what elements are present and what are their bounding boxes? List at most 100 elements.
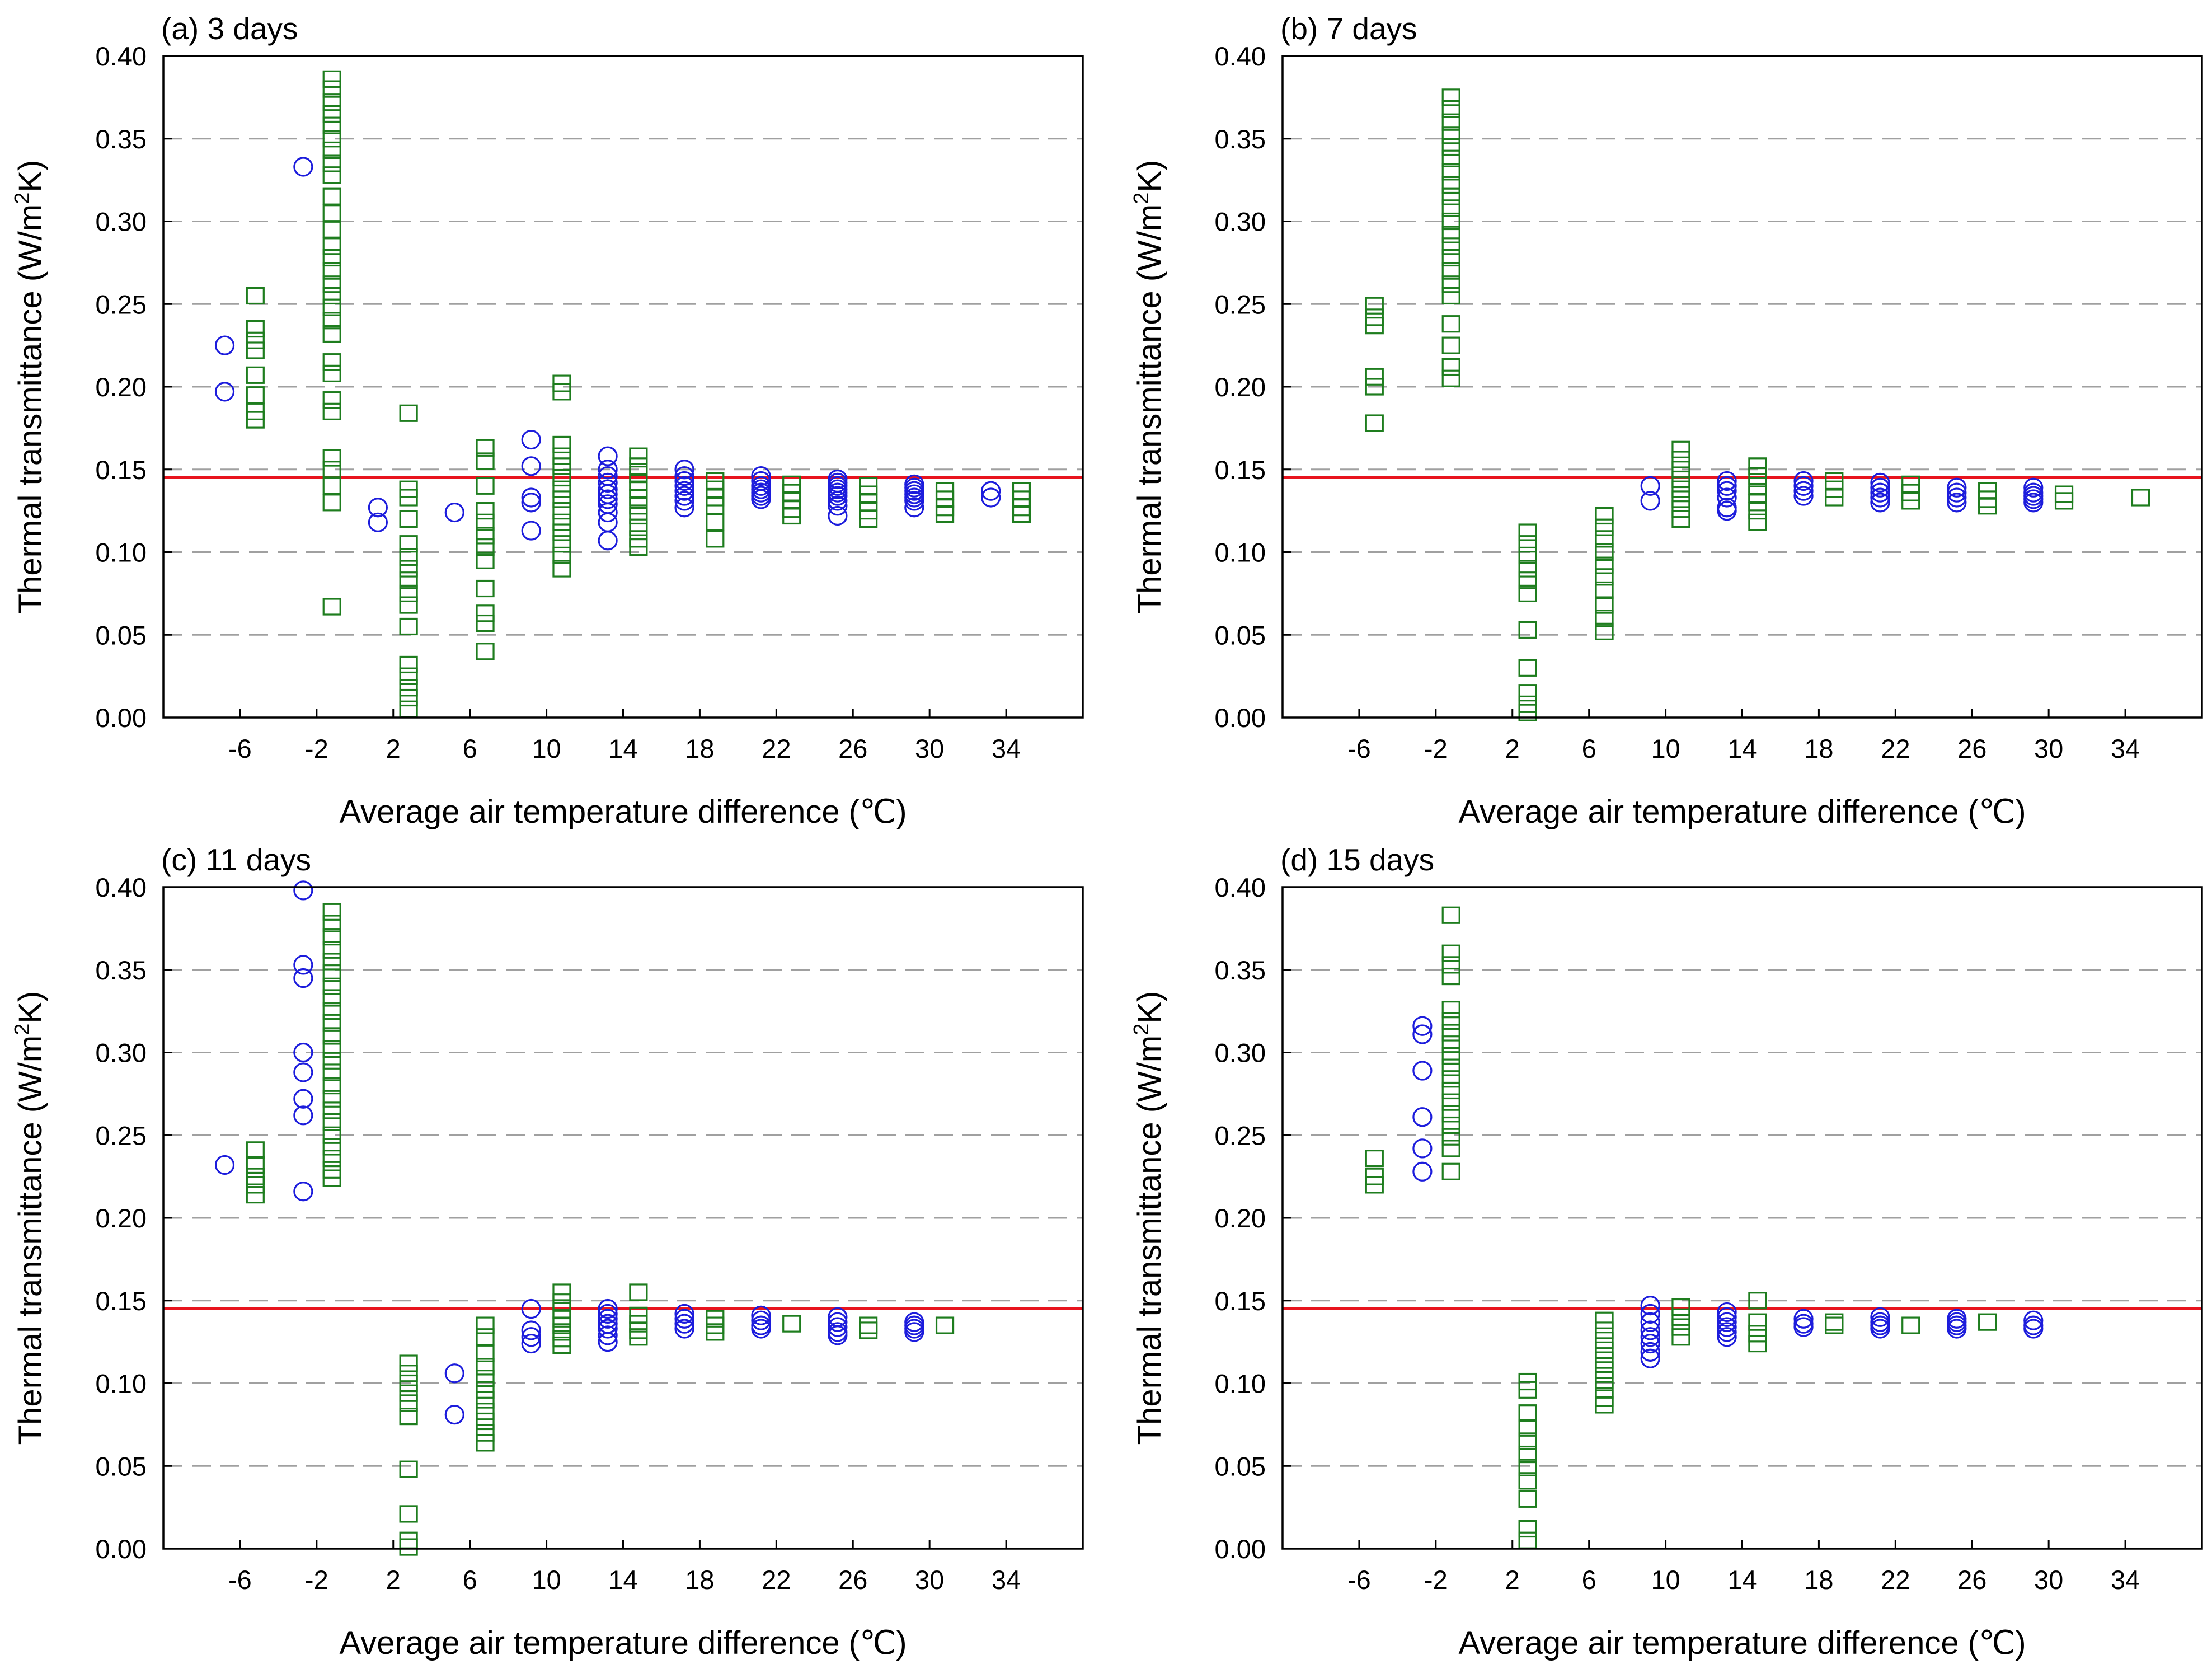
square-point xyxy=(399,1538,418,1556)
y-tick-label: 0.25 xyxy=(96,1121,147,1150)
square-point xyxy=(1441,126,1460,144)
square-point xyxy=(706,530,725,548)
square-point xyxy=(1518,523,1537,541)
square-point xyxy=(322,928,341,946)
square-point xyxy=(246,366,265,384)
square-point xyxy=(476,1391,495,1409)
circle-point xyxy=(521,456,541,476)
square-point xyxy=(1441,956,1460,974)
square-point xyxy=(322,477,341,495)
square-point xyxy=(399,700,418,718)
square-point xyxy=(246,331,265,349)
square-point xyxy=(1671,490,1690,508)
square-point xyxy=(322,1126,341,1144)
circle-point xyxy=(1640,1304,1660,1324)
circle-point xyxy=(1870,472,1890,493)
square-point xyxy=(552,1336,571,1354)
y-axis-title: Thermal transmittance (W/m2K) xyxy=(11,991,49,1445)
square-point xyxy=(476,1403,495,1420)
square-point xyxy=(1441,88,1460,106)
square-point xyxy=(1441,249,1460,267)
y-axis-title-unit: K) xyxy=(12,991,49,1024)
circle-point xyxy=(1640,491,1660,511)
y-tick-label: 0.35 xyxy=(96,124,147,154)
circle-point xyxy=(674,466,694,486)
square-point xyxy=(476,614,495,632)
circle-point xyxy=(1717,1322,1737,1342)
y-tick-label: 0.15 xyxy=(1215,455,1266,485)
square-point xyxy=(1365,297,1384,315)
x-tick-label: 14 xyxy=(608,1565,637,1595)
circle-point xyxy=(2023,1319,2044,1339)
circle-point xyxy=(444,1363,464,1384)
square-point xyxy=(322,1101,341,1119)
y-axis-title-main: Thermal transmittance (W/m xyxy=(1131,1035,1168,1445)
square-point xyxy=(782,507,801,525)
y-tick-label: 0.35 xyxy=(1215,955,1266,985)
circle-point xyxy=(1870,477,1890,498)
y-axis-title: Thermal transmittance (W/m2K) xyxy=(1130,160,1168,614)
square-point xyxy=(399,548,418,566)
square-point xyxy=(322,298,341,316)
square-point xyxy=(399,1394,418,1412)
circle-point xyxy=(1412,1161,1433,1182)
circle-point xyxy=(521,1333,541,1354)
square-point xyxy=(399,1505,418,1523)
circle-point xyxy=(598,1298,618,1319)
circle-point xyxy=(1640,476,1660,496)
square-point xyxy=(1825,489,1844,507)
square-point xyxy=(1671,510,1690,528)
circle-point xyxy=(1793,1317,1814,1337)
square-point xyxy=(1441,138,1460,156)
y-tick-label: 0.20 xyxy=(1215,1203,1266,1233)
circle-point xyxy=(293,157,313,177)
square-point xyxy=(1595,568,1614,586)
circle-point xyxy=(444,502,464,523)
square-point xyxy=(859,1316,878,1334)
y-tick-label: 0.00 xyxy=(1215,1534,1266,1564)
square-point xyxy=(1748,1325,1767,1343)
square-point xyxy=(322,187,341,205)
x-tick-label: 26 xyxy=(1957,734,1986,763)
x-tick-label: -2 xyxy=(1424,734,1448,763)
y-tick-label: 0.05 xyxy=(1215,1451,1266,1481)
circle-point xyxy=(904,1322,924,1342)
x-tick-label: 10 xyxy=(1651,1565,1680,1595)
square-point xyxy=(322,1090,341,1108)
circle-point xyxy=(828,496,848,516)
square-point xyxy=(322,598,341,616)
circle-point xyxy=(1412,1138,1433,1159)
square-point xyxy=(706,1323,725,1341)
circle-point xyxy=(1870,482,1890,503)
square-point xyxy=(322,287,341,305)
square-point xyxy=(399,688,418,707)
square-point xyxy=(1518,1432,1537,1450)
circle-point xyxy=(598,1309,618,1329)
circle-point xyxy=(1793,481,1814,501)
square-point xyxy=(706,513,725,531)
square-point xyxy=(935,1316,955,1334)
y-axis-title-unit: K) xyxy=(1131,991,1168,1024)
square-point xyxy=(1441,1093,1460,1111)
circle-point xyxy=(1870,1319,1890,1339)
square-point xyxy=(2054,492,2074,510)
square-point xyxy=(246,1176,265,1194)
circle-point xyxy=(598,1319,618,1339)
y-axis-title-sup: 2 xyxy=(1130,193,1153,204)
square-point xyxy=(1012,505,1031,523)
square-point xyxy=(476,1424,495,1442)
square-point xyxy=(476,527,495,545)
y-tick-label: 0.25 xyxy=(96,289,147,319)
x-tick-label: 10 xyxy=(1651,734,1680,763)
square-point xyxy=(322,105,341,123)
square-point xyxy=(552,546,571,565)
square-point xyxy=(1518,1520,1537,1538)
square-point xyxy=(399,617,418,636)
square-point xyxy=(1825,1313,1844,1331)
square-point xyxy=(246,386,265,404)
y-tick-label: 0.05 xyxy=(96,1451,147,1481)
y-tick-label: 0.20 xyxy=(96,372,147,402)
square-point xyxy=(1595,1351,1614,1369)
circle-point xyxy=(293,1089,313,1109)
square-point xyxy=(1671,440,1690,458)
